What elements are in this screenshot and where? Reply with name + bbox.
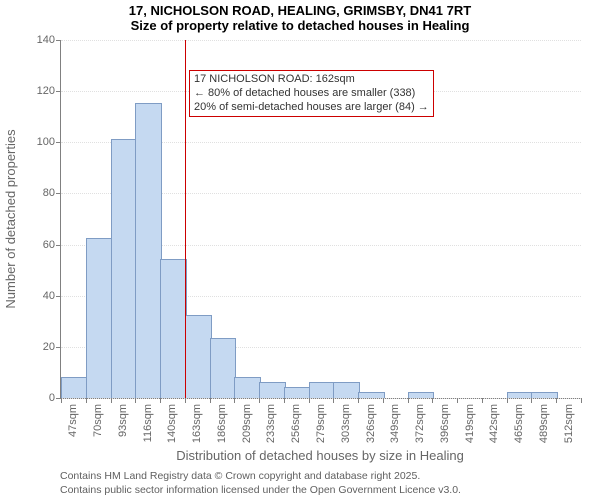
- x-tick-label: 442sqm: [488, 404, 500, 443]
- x-tick-label: 233sqm: [265, 404, 277, 443]
- y-tick-label: 140: [37, 34, 55, 46]
- x-tick-label: 279sqm: [315, 404, 327, 443]
- gridline: [61, 40, 581, 41]
- histogram-bar: [309, 382, 336, 398]
- x-tick: [457, 398, 458, 403]
- x-tick: [309, 398, 310, 403]
- x-tick: [408, 398, 409, 403]
- histogram-bar: [358, 392, 385, 398]
- y-tick: [56, 142, 61, 143]
- histogram-bar: [135, 103, 162, 398]
- x-tick: [185, 398, 186, 403]
- histogram-bar: [185, 315, 212, 398]
- x-tick-label: 256sqm: [290, 404, 302, 443]
- histogram-bar: [507, 392, 534, 398]
- x-tick-label: 512sqm: [563, 404, 575, 443]
- y-tick: [56, 91, 61, 92]
- y-tick: [56, 296, 61, 297]
- x-tick: [259, 398, 260, 403]
- x-tick: [482, 398, 483, 403]
- histogram-bar: [61, 377, 88, 398]
- chart-title-1: 17, NICHOLSON ROAD, HEALING, GRIMSBY, DN…: [0, 0, 600, 19]
- annotation-line: 17 NICHOLSON ROAD: 162sqm: [194, 73, 429, 87]
- y-tick-label: 20: [43, 341, 55, 353]
- x-tick: [531, 398, 532, 403]
- x-tick-label: 419sqm: [464, 404, 476, 443]
- x-tick-label: 93sqm: [117, 404, 129, 437]
- footer-line-2: Contains public sector information licen…: [60, 484, 461, 498]
- y-tick-label: 120: [37, 85, 55, 97]
- x-tick: [111, 398, 112, 403]
- y-tick-label: 100: [37, 136, 55, 148]
- x-tick-label: 47sqm: [67, 404, 79, 437]
- x-tick: [383, 398, 384, 403]
- x-tick: [581, 398, 582, 403]
- chart-container: 17, NICHOLSON ROAD, HEALING, GRIMSBY, DN…: [0, 0, 600, 500]
- annotation-box: 17 NICHOLSON ROAD: 162sqm← 80% of detach…: [189, 70, 434, 117]
- x-tick-label: 326sqm: [365, 404, 377, 443]
- x-tick-label: 465sqm: [513, 404, 525, 443]
- footer-attribution: Contains HM Land Registry data © Crown c…: [60, 470, 461, 497]
- histogram-bar: [408, 392, 435, 398]
- y-tick-label: 0: [49, 392, 55, 404]
- histogram-bar: [210, 338, 237, 398]
- x-tick: [234, 398, 235, 403]
- x-tick-label: 349sqm: [389, 404, 401, 443]
- annotation-line: 20% of semi-detached houses are larger (…: [194, 101, 429, 115]
- x-tick: [556, 398, 557, 403]
- histogram-bar: [333, 382, 360, 398]
- histogram-bar: [86, 238, 113, 398]
- x-tick-label: 372sqm: [414, 404, 426, 443]
- y-tick-label: 60: [43, 239, 55, 251]
- gridline: [61, 398, 581, 399]
- y-tick-label: 40: [43, 290, 55, 302]
- chart-title-2: Size of property relative to detached ho…: [0, 19, 600, 34]
- annotation-line: ← 80% of detached houses are smaller (33…: [194, 87, 429, 101]
- x-tick-label: 140sqm: [166, 404, 178, 443]
- y-tick: [56, 347, 61, 348]
- x-tick: [507, 398, 508, 403]
- y-tick-label: 80: [43, 187, 55, 199]
- histogram-bar: [531, 392, 558, 398]
- x-tick: [86, 398, 87, 403]
- x-tick-label: 186sqm: [216, 404, 228, 443]
- x-tick-label: 489sqm: [538, 404, 550, 443]
- histogram-bar: [234, 377, 261, 398]
- footer-line-1: Contains HM Land Registry data © Crown c…: [60, 470, 461, 484]
- x-tick-label: 70sqm: [92, 404, 104, 437]
- histogram-bar: [160, 259, 187, 398]
- x-tick: [210, 398, 211, 403]
- plot-area: 02040608010012014047sqm70sqm93sqm116sqm1…: [60, 40, 581, 399]
- x-axis-label: Distribution of detached houses by size …: [60, 448, 580, 463]
- x-tick: [284, 398, 285, 403]
- x-tick: [432, 398, 433, 403]
- x-tick-label: 396sqm: [439, 404, 451, 443]
- x-tick: [160, 398, 161, 403]
- y-tick: [56, 193, 61, 194]
- reference-line: [185, 40, 186, 398]
- x-tick: [61, 398, 62, 403]
- y-tick: [56, 40, 61, 41]
- y-axis-label: Number of detached properties: [3, 129, 18, 308]
- histogram-bar: [259, 382, 286, 398]
- histogram-bar: [111, 139, 138, 398]
- x-tick-label: 209sqm: [241, 404, 253, 443]
- x-tick: [135, 398, 136, 403]
- x-tick-label: 116sqm: [142, 404, 154, 442]
- x-tick-label: 163sqm: [191, 404, 203, 443]
- x-tick-label: 303sqm: [340, 404, 352, 443]
- histogram-bar: [284, 387, 311, 398]
- x-tick: [358, 398, 359, 403]
- x-tick: [333, 398, 334, 403]
- y-tick: [56, 245, 61, 246]
